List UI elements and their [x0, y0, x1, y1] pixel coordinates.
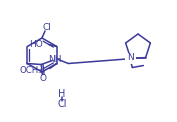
Text: H: H: [58, 89, 66, 99]
Text: NH: NH: [48, 55, 62, 64]
Text: OCH₃: OCH₃: [20, 66, 43, 75]
Text: Cl: Cl: [57, 99, 67, 109]
Text: N: N: [127, 53, 134, 62]
Text: HO: HO: [29, 40, 43, 49]
Text: O: O: [40, 74, 47, 83]
Text: Cl: Cl: [42, 22, 52, 31]
